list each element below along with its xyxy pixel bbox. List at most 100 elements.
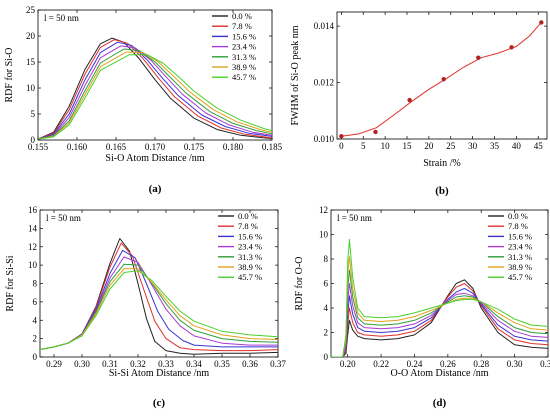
legend-entry-1: 7.8 % [238, 221, 258, 231]
series-line-4 [38, 48, 272, 140]
x-tick-label: 0.160 [67, 142, 88, 152]
legend-entry-0: 0.0 % [508, 211, 528, 221]
y-axis-label: FWHM of Si-O peak nm [290, 25, 301, 125]
x-tick-label: 15 [403, 141, 413, 151]
x-tick-label: 0.37 [270, 359, 286, 369]
x-tick-label: 0.32 [130, 359, 146, 369]
x-tick-label: 0.185 [262, 142, 283, 152]
legend-entry-6: 45.7 % [238, 272, 262, 282]
legend-entry-3: 23.4 % [232, 42, 256, 52]
legend-entry-1: 7.8 % [232, 21, 252, 31]
legend-entry-6: 45.7 % [508, 272, 532, 282]
legend-entry-4: 31.3 % [232, 52, 256, 62]
x-tick-label: 0.31 [102, 359, 118, 369]
data-point-2 [407, 97, 412, 103]
y-tick-label: 6 [33, 297, 38, 307]
y-tick-label: 0.010 [314, 134, 335, 144]
annotation-label: l = 50 nm [337, 213, 372, 223]
y-tick-label: 25 [26, 5, 36, 15]
legend-entry-5: 38.9 % [232, 62, 256, 72]
x-tick-label: 0.155 [28, 142, 49, 152]
y-tick-label: 8 [324, 254, 329, 264]
series-line-6 [331, 238, 548, 357]
x-tick-label: 25 [446, 141, 456, 151]
plot-frame [336, 11, 548, 140]
y-tick-label: 10 [26, 83, 36, 93]
x-tick-label: 0.35 [214, 359, 230, 369]
y-tick-label: 5 [31, 109, 36, 119]
y-tick-label: 10 [319, 230, 329, 240]
x-tick-label: 0.175 [184, 142, 205, 152]
y-tick-label: 0.014 [314, 21, 335, 31]
panel-label: (a) [149, 183, 162, 195]
panel-b: 0 5 10 15 20 25 30 35 40 45 0.010 0.012 0.014 Strain … [290, 11, 548, 197]
legend-entry-1: 7.8 % [508, 221, 528, 231]
annotation-label: l = 50 nm [46, 213, 81, 223]
x-tick-label: 40 [512, 141, 522, 151]
y-tick-label: 8 [33, 279, 38, 289]
y-tick-label: 12 [319, 205, 328, 215]
x-tick-label: 0.22 [373, 359, 389, 369]
y-axis-label: RDF for Si-Si [5, 255, 16, 311]
series-line-0 [331, 279, 548, 357]
data-point-6 [539, 20, 544, 25]
x-tick-label: 20 [424, 141, 434, 151]
x-tick-label: 0 [339, 141, 344, 151]
y-tick-label: 2 [324, 328, 329, 338]
series-line-5 [331, 256, 548, 357]
series-line-5 [38, 51, 272, 140]
x-tick-label: 0.170 [145, 142, 166, 152]
legend-entry-4: 31.3 % [238, 252, 262, 262]
legend-entry-0: 0.0 % [238, 211, 258, 221]
x-axis-label: Si-O Atom Distance /nm [105, 153, 204, 164]
panel-label: (c) [153, 397, 166, 409]
x-tick-label: 0.33 [158, 359, 174, 369]
y-tick-label: 0 [324, 352, 329, 362]
legend-entry-2: 15.6 % [232, 31, 256, 41]
series-line-6 [40, 270, 278, 351]
legend-entry-2: 15.6 % [508, 231, 532, 241]
x-tick-label: 0.29 [46, 359, 62, 369]
x-tick-label: 0.30 [507, 359, 523, 369]
x-tick-label: 0.36 [242, 359, 258, 369]
series-line-4 [331, 269, 548, 357]
x-axis-label: O-O Atom Distance /nm [390, 368, 488, 379]
x-tick-label: 0.26 [440, 359, 456, 369]
panel-label: (b) [435, 185, 449, 197]
legend-entry-5: 38.9 % [238, 262, 262, 272]
x-tick-label: 30 [468, 141, 478, 151]
series-line-2 [331, 287, 548, 357]
panel-a: 0.155 0.160 0.165 0.170 0.175 0.180 0.185 0 5 10 1… [4, 5, 283, 195]
data-point-3 [441, 76, 446, 82]
y-tick-label: 0 [33, 352, 38, 362]
x-tick-label: 0.20 [340, 359, 356, 369]
fit-curve [341, 22, 542, 137]
x-tick-label: 5 [361, 141, 366, 151]
data-point-4 [476, 55, 481, 60]
x-tick-label: 0.34 [186, 359, 202, 369]
y-tick-label: 14 [28, 223, 38, 233]
y-tick-label: 0.012 [314, 78, 334, 88]
x-tick-label: 35 [490, 141, 500, 151]
data-point-1 [373, 129, 378, 135]
y-tick-label: 4 [33, 315, 38, 325]
legend-entry-4: 31.3 % [508, 252, 532, 262]
x-tick-label: 0.180 [223, 142, 244, 152]
y-tick-label: 6 [324, 279, 329, 289]
legend-entry-6: 45.7 % [232, 72, 256, 82]
y-tick-label: 16 [28, 205, 38, 215]
x-axis-label: Strain /% [423, 158, 461, 169]
x-tick-label: 10 [381, 141, 391, 151]
x-tick-label: 0.32 [540, 359, 550, 369]
legend-entry-0: 0.0 % [232, 11, 252, 21]
x-tick-label: 0.24 [407, 359, 423, 369]
y-tick-label: 15 [26, 57, 36, 67]
x-tick-label: 45 [534, 141, 544, 151]
legend-entry-5: 38.9 % [508, 262, 532, 272]
legend-entry-3: 23.4 % [508, 242, 532, 252]
y-tick-label: 12 [28, 242, 37, 252]
series-line-6 [38, 54, 272, 140]
series-line-1 [38, 39, 272, 140]
series-line-3 [331, 283, 548, 357]
x-axis-label: Si-Si Atom Distance /nm [109, 368, 210, 379]
